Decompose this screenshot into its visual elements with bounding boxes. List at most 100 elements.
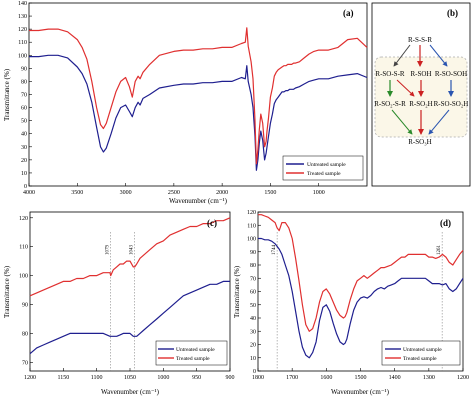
panel-d-annotations: 1744 1261 xyxy=(272,232,443,371)
panel-a-y-ticks: 0 10 20 30 40 50 60 70 80 90 100 110 120 130 140 xyxy=(18,1,32,190)
panel-a-legend-box xyxy=(282,155,364,181)
panel-a-y-axis-label: Transmittance (%) xyxy=(3,68,11,121)
x-tick-label: 1600 xyxy=(320,375,332,381)
x-tick-label: 3000 xyxy=(120,190,132,196)
arrow-right2-to-bottom xyxy=(428,109,450,135)
series-line-untreated xyxy=(29,280,230,355)
node-r-s-s-r: R-S-S-R xyxy=(408,36,432,44)
x-tick-label: 1000 xyxy=(313,190,325,196)
x-tick-label: 1200 xyxy=(24,375,36,381)
panel-c-y-axis-label: Transmittance (%) xyxy=(3,265,11,318)
panel-c-series-lines xyxy=(29,217,231,355)
panel-c-legend-box xyxy=(155,340,228,366)
x-tick-label: 1300 xyxy=(423,375,435,381)
panel-b-label: (b) xyxy=(447,8,458,18)
y-tick-label: 70 xyxy=(21,93,27,99)
panel-a-legend-label-untreated: Untreated sample xyxy=(307,162,346,168)
y-tick-label: 70 xyxy=(250,276,256,282)
panel-c-y-ticks: 70 80 90 100 110 120 xyxy=(19,216,33,366)
node-r-so3h: R-SO₃H xyxy=(408,138,431,146)
x-tick-label: 1500 xyxy=(355,375,367,381)
panel-a-legend: Untreated sample Treated sample xyxy=(282,155,364,181)
y-tick-label: 0 xyxy=(253,369,256,375)
panel-c-label: (c) xyxy=(207,218,217,228)
y-tick-label: 110 xyxy=(247,223,256,229)
x-tick-label: 1000 xyxy=(157,375,169,381)
panel-c-chart: 70 80 90 100 110 120 1200 1150 1100 1050 1000 950 9… xyxy=(3,211,235,396)
series-line-treated xyxy=(258,214,464,332)
panel-b-scheme: (b) R-S-S-R R-SO-S-R R-SOH R-SO-SOH R-SO… xyxy=(371,2,471,187)
annotation-label: 1261 xyxy=(437,245,442,256)
x-tick-label: 1200 xyxy=(457,375,469,381)
x-tick-label: 1800 xyxy=(252,375,264,381)
panel-a-x-axis-label: Wavenumber (cm⁻¹) xyxy=(169,197,228,205)
x-tick-label: 950 xyxy=(192,375,201,381)
y-tick-label: 10 xyxy=(250,356,256,362)
x-tick-label: 2000 xyxy=(216,190,228,196)
series-line-untreated xyxy=(258,237,464,359)
x-tick-label: 1050 xyxy=(124,375,136,381)
panel-c-legend-label-untreated: Untreated sample xyxy=(176,347,215,353)
panel-c-x-ticks: 1200 1150 1100 1050 1000 950 900 xyxy=(24,368,235,381)
node-r-so-soh: R-SO-SOH xyxy=(435,70,467,78)
panel-c-x-axis-label: Wavenumber (cm⁻¹) xyxy=(101,388,160,396)
x-tick-label: 3500 xyxy=(71,190,83,196)
y-tick-label: 100 xyxy=(247,237,256,243)
node-r-so-so2h: R-SO-SO₂H xyxy=(434,100,469,108)
panel-c-legend: Untreated sample Treated sample xyxy=(155,340,228,366)
panel-a-x-ticks: 4000 3500 3000 2500 2000 1500 1000 xyxy=(23,183,325,196)
y-tick-label: 10 xyxy=(21,171,27,177)
x-tick-label: 2500 xyxy=(168,190,180,196)
y-tick-label: 110 xyxy=(19,245,28,251)
y-tick-label: 120 xyxy=(247,210,256,216)
y-tick-label: 60 xyxy=(250,290,256,296)
y-tick-label: 20 xyxy=(250,343,256,349)
arrow-top-to-right xyxy=(429,44,448,67)
panel-d-series-lines xyxy=(258,214,464,359)
series-line-untreated xyxy=(29,54,368,171)
annotation-label: 1744 xyxy=(272,245,277,256)
y-tick-label: 110 xyxy=(18,40,27,46)
arrow-left-to-center2 xyxy=(396,79,415,97)
x-tick-label: 1400 xyxy=(389,375,401,381)
arrow-top-to-left xyxy=(393,44,411,67)
panel-d-legend-label-treated: Treated sample xyxy=(403,356,437,362)
x-tick-label: 1500 xyxy=(264,190,276,196)
y-tick-label: 140 xyxy=(18,1,27,7)
y-tick-label: 40 xyxy=(250,316,256,322)
panel-a-legend-label-treated: Treated sample xyxy=(307,171,341,177)
panel-d-chart: 0 10 20 30 40 50 60 70 80 90 100 110 120 1800 1700 160… xyxy=(233,210,469,396)
y-tick-label: 40 xyxy=(21,132,27,138)
y-tick-label: 90 xyxy=(250,250,256,256)
y-tick-label: 20 xyxy=(21,158,27,164)
x-tick-label: 1100 xyxy=(91,375,103,381)
panel-a-series-lines xyxy=(29,27,368,171)
panel-c-legend-label-treated: Treated sample xyxy=(176,356,210,362)
y-tick-label: 60 xyxy=(21,106,27,112)
panel-c-annotations: 1079 1043 xyxy=(106,232,135,371)
y-tick-label: 0 xyxy=(24,184,27,190)
x-tick-label: 1700 xyxy=(286,375,298,381)
annotation-label: 1079 xyxy=(106,245,111,256)
x-tick-label: 4000 xyxy=(23,190,35,196)
panel-d-label: (d) xyxy=(440,218,451,228)
y-tick-label: 120 xyxy=(19,216,28,222)
node-r-so-s-r: R-SO-S-R xyxy=(375,70,405,78)
panel-a-label: (a) xyxy=(343,8,354,18)
y-tick-label: 30 xyxy=(21,145,27,151)
panel-d-y-axis-label: Transmittance (%) xyxy=(233,265,241,318)
y-tick-label: 50 xyxy=(250,303,256,309)
y-tick-label: 90 xyxy=(22,303,28,309)
x-tick-label: 1150 xyxy=(57,375,69,381)
panel-d-legend: Untreated sample Treated sample xyxy=(381,340,461,366)
y-tick-label: 80 xyxy=(250,263,256,269)
y-tick-label: 130 xyxy=(18,14,27,20)
x-tick-label: 900 xyxy=(226,375,235,381)
y-tick-label: 70 xyxy=(22,360,28,366)
panel-a-chart: 0 10 20 30 40 50 60 70 80 90 100 110 120 130 140 4000 3… xyxy=(3,1,368,205)
arrow-left2-to-bottom xyxy=(391,109,413,135)
series-line-treated xyxy=(29,217,231,297)
series-line-treated xyxy=(29,27,368,165)
panel-d-legend-label-untreated: Untreated sample xyxy=(403,347,442,353)
panel-d-x-axis-label: Wavenumber (cm⁻¹) xyxy=(331,388,390,396)
